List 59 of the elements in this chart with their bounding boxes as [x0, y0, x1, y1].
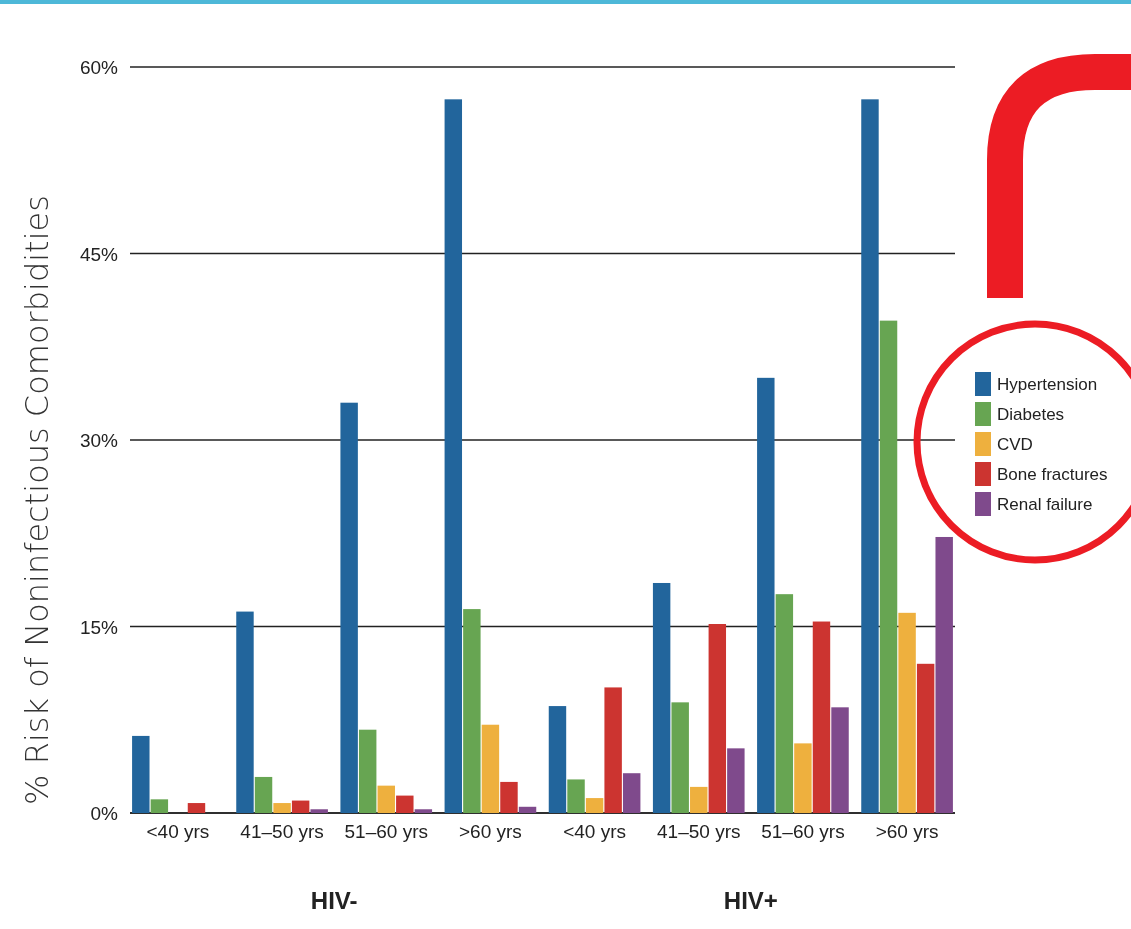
legend-label: Hypertension [997, 375, 1098, 394]
y-tick-label: 60% [79, 57, 119, 79]
y-tick-label: 30% [79, 430, 119, 452]
bar [652, 582, 671, 813]
bar [727, 748, 745, 813]
bar [935, 536, 953, 813]
x-tick-label: >60 yrs [458, 821, 522, 843]
x-tick-label: 41–50 yrs [657, 821, 741, 843]
bar [150, 799, 169, 813]
bar [757, 377, 775, 813]
bar [444, 99, 463, 813]
x-tick-label: 51–60 yrs [344, 821, 428, 843]
legend-label: Renal failure [997, 495, 1093, 514]
x-tick-label: <40 yrs [146, 821, 210, 843]
legend-label: CVD [997, 435, 1033, 454]
bar [463, 609, 481, 813]
bar [831, 707, 849, 813]
bar [340, 402, 358, 813]
bar [604, 687, 622, 813]
bar [187, 803, 206, 813]
x-tick-label: >60 yrs [875, 821, 939, 843]
bar [898, 612, 916, 813]
bar [567, 779, 585, 813]
bar [132, 735, 150, 813]
legend-label: Diabetes [997, 405, 1065, 424]
y-tick-label: 45% [79, 243, 119, 265]
bar [622, 773, 641, 813]
text: HIV+ [723, 887, 778, 914]
bar [377, 785, 395, 813]
bar [690, 786, 708, 813]
bar [396, 795, 414, 813]
bar [775, 594, 794, 813]
legend-label: Bone fractures [997, 465, 1108, 484]
bar [481, 724, 500, 813]
bar [794, 743, 812, 813]
bar [548, 706, 567, 813]
bar [812, 621, 831, 813]
y-axis-title: % Risk of Noninfectious Comorbidities [18, 195, 56, 805]
bar [861, 99, 879, 813]
bar [291, 800, 310, 813]
bar [518, 806, 537, 813]
bar [879, 320, 898, 813]
bar [414, 809, 433, 813]
bar [916, 663, 935, 813]
y-tick-label: 15% [79, 616, 119, 638]
x-tick-label: <40 yrs [563, 821, 627, 843]
x-tick-label: 51–60 yrs [761, 821, 845, 843]
bar [273, 803, 291, 813]
bar [254, 776, 273, 813]
bar [500, 781, 518, 813]
bar [358, 729, 377, 813]
bar [310, 809, 328, 813]
bar [585, 798, 604, 813]
text: HIV- [310, 887, 358, 914]
x-tick-label: 41–50 yrs [240, 821, 324, 843]
bar [708, 624, 727, 813]
y-tick-label: 0% [90, 803, 119, 825]
bar [236, 611, 254, 813]
bar [671, 702, 689, 813]
